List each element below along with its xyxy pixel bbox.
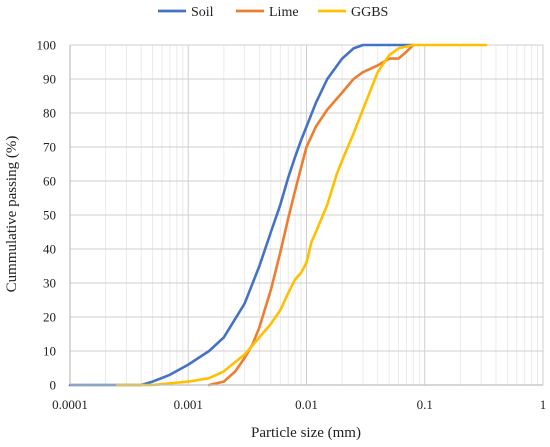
grid bbox=[69, 44, 544, 386]
legend: Soil Lime GGBS bbox=[158, 5, 388, 20]
series-line-ggbs bbox=[115, 43, 488, 387]
x-tick-label: 0.0001 bbox=[52, 397, 88, 412]
x-tick-label: 1 bbox=[540, 397, 547, 412]
series-line-soil bbox=[68, 43, 415, 387]
y-tick-label: 0 bbox=[50, 378, 57, 393]
tick-labels: 0.0001 0.001 0.01 0.1 1010203040506070809010… bbox=[37, 38, 547, 413]
y-tick-label: 40 bbox=[43, 242, 56, 257]
x-axis-title: Particle size (mm) bbox=[251, 425, 361, 441]
legend-label-ggbs: GGBS bbox=[351, 5, 388, 20]
y-tick-label: 80 bbox=[43, 106, 56, 121]
y-tick-label: 60 bbox=[43, 174, 56, 189]
legend-label-lime: Lime bbox=[269, 5, 299, 20]
x-tick-label: 0.001 bbox=[174, 397, 203, 412]
y-tick-label: 20 bbox=[43, 310, 56, 325]
y-tick-label: 30 bbox=[43, 276, 56, 291]
y-tick-label: 100 bbox=[37, 38, 57, 53]
y-axis-title: Cummulative passing (%) bbox=[4, 136, 20, 293]
axes bbox=[69, 45, 543, 386]
x-tick-label: 0.1 bbox=[417, 397, 433, 412]
y-tick-label: 70 bbox=[43, 140, 56, 155]
y-tick-label: 10 bbox=[43, 344, 56, 359]
y-tick-label: 90 bbox=[43, 72, 56, 87]
series-lines bbox=[68, 43, 488, 387]
legend-label-soil: Soil bbox=[191, 5, 214, 20]
y-tick-label: 50 bbox=[43, 208, 56, 223]
x-tick-label: 0.01 bbox=[295, 397, 318, 412]
